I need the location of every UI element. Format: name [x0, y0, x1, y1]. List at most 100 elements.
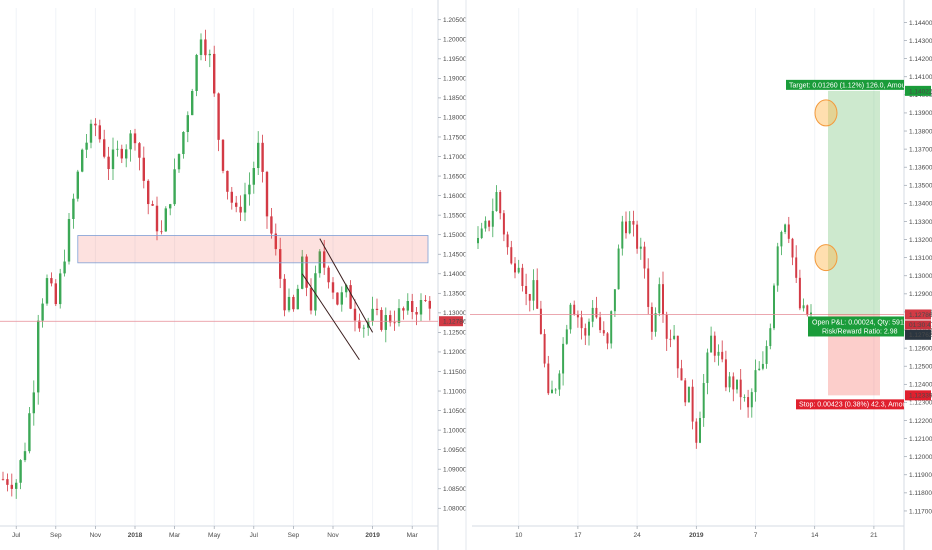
- candle-body-28: [580, 317, 583, 329]
- candle-body-51: [226, 170, 229, 192]
- candle-body-78: [345, 285, 348, 293]
- current-price-tag: [905, 309, 931, 320]
- x-tick-label-5: May: [208, 532, 221, 539]
- y-tick-label-16: 1.13300: [909, 219, 932, 226]
- candle-body-0: [477, 237, 479, 244]
- candle-body-96: [424, 299, 427, 301]
- candle-body-52: [230, 191, 233, 203]
- candle-body-63: [710, 335, 713, 353]
- candle-body-44: [195, 54, 198, 92]
- y-tick-label-18: 1.13500: [909, 183, 932, 190]
- candle-body-89: [393, 322, 396, 324]
- candle-body-13: [525, 286, 528, 294]
- candle-body-87: [798, 277, 801, 309]
- y-tick-label-17: 1.13400: [909, 201, 932, 208]
- current-price-label: 1.12786: [443, 319, 467, 326]
- candle-body-48: [654, 313, 657, 332]
- candle-body-23: [562, 343, 565, 374]
- candle-body-41: [628, 220, 631, 234]
- candle-body-43: [636, 224, 639, 249]
- candle-body-85: [791, 238, 794, 258]
- x-tick-label-7: Sep: [288, 532, 300, 539]
- candle-body-59: [261, 142, 264, 172]
- y-tick-label-26: 1.14300: [909, 38, 932, 45]
- candle-body-13: [59, 273, 62, 305]
- y-tick-label-4: 1.10000: [443, 427, 467, 434]
- candle-body-20: [551, 389, 553, 394]
- candle-body-45: [199, 39, 203, 55]
- candle-body-37: [613, 289, 616, 312]
- y-tick-label-11: 1.13500: [443, 291, 467, 298]
- candle-body-82: [780, 231, 783, 247]
- candle-body-14: [63, 261, 66, 274]
- y-tick-label-18: 1.17000: [443, 154, 467, 161]
- stop-label-text: Stop: 0.00423 (0.38%) 42.3, Amount: 75: [799, 402, 924, 409]
- candle-body-5: [23, 451, 27, 461]
- candle-body-78: [765, 346, 768, 364]
- candle-body-22: [98, 125, 101, 140]
- candle-body-54: [676, 335, 679, 369]
- candle-body-47: [208, 53, 211, 56]
- candle-body-17: [76, 171, 79, 199]
- countdown-label: 01:30:47: [909, 322, 932, 329]
- candle-body-91: [402, 308, 405, 311]
- candle-body-26: [573, 304, 576, 315]
- candle-body-74: [327, 267, 330, 283]
- candle-body-66: [721, 351, 724, 360]
- y-tick-label-16: 1.16000: [443, 193, 467, 200]
- candle-body-46: [204, 39, 207, 56]
- candle-body-56: [248, 184, 251, 195]
- y-tick-label-21: 1.18500: [443, 95, 467, 102]
- candle-body-57: [252, 168, 255, 185]
- y-tick-label-6: 1.12300: [909, 400, 932, 407]
- channel-upper-line: [319, 238, 374, 333]
- candle-body-26: [116, 148, 119, 150]
- candle-body-24: [565, 329, 568, 344]
- candle-body-28: [125, 149, 128, 159]
- candle-body-70: [736, 379, 738, 390]
- candle-body-62: [274, 233, 277, 250]
- y-tick-label-19: 1.17500: [443, 134, 467, 141]
- target-price-label: 1.14022: [909, 88, 932, 95]
- x-tick-label-0: 10: [515, 532, 523, 539]
- highlight-circle-1: [814, 244, 838, 272]
- candle-body-33: [599, 317, 602, 331]
- candle-body-29: [129, 133, 132, 150]
- candle-body-32: [142, 157, 145, 181]
- candle-body-73: [747, 397, 750, 408]
- candle-body-86: [795, 257, 798, 278]
- y-tick-label-8: 1.12000: [443, 349, 467, 356]
- y-tick-label-10: 1.13000: [443, 310, 467, 317]
- target-zone: [828, 90, 880, 315]
- candle-body-44: [639, 246, 642, 249]
- candle-body-66: [292, 296, 295, 310]
- candle-body-82: [362, 327, 365, 329]
- candle-body-61: [270, 216, 273, 234]
- y-tick-label-7: 1.11500: [443, 369, 466, 376]
- candle-body-53: [673, 335, 676, 339]
- candle-body-79: [349, 285, 352, 309]
- y-tick-label-23: 1.19500: [443, 56, 467, 63]
- y-tick-label-12: 1.12900: [909, 291, 932, 298]
- y-tick-label-20: 1.13700: [909, 146, 932, 153]
- candle-body-75: [331, 282, 335, 293]
- y-tick-label-20: 1.18000: [443, 115, 467, 122]
- stop-price-tag: [905, 390, 931, 401]
- stop-label-box: [796, 399, 904, 410]
- candle-body-9: [510, 247, 513, 264]
- y-tick-label-22: 1.19000: [443, 76, 467, 83]
- y-tick-label-24: 1.14100: [909, 74, 932, 81]
- candle-body-46: [647, 268, 650, 307]
- y-tick-label-13: 1.13000: [909, 273, 932, 280]
- candle-body-10: [514, 263, 516, 273]
- highlight-circle-0: [814, 99, 838, 127]
- candle-body-3: [15, 482, 18, 489]
- candle-body-33: [147, 180, 150, 205]
- pnl-box: [808, 316, 904, 337]
- candle-body-2: [10, 484, 13, 489]
- candle-body-62: [706, 352, 709, 384]
- target-label-text: Target: 0.01260 (1.12%) 126.0, Amount: 1…: [789, 82, 923, 89]
- candle-body-42: [632, 220, 635, 225]
- y-tick-label-25: 1.14200: [909, 56, 932, 63]
